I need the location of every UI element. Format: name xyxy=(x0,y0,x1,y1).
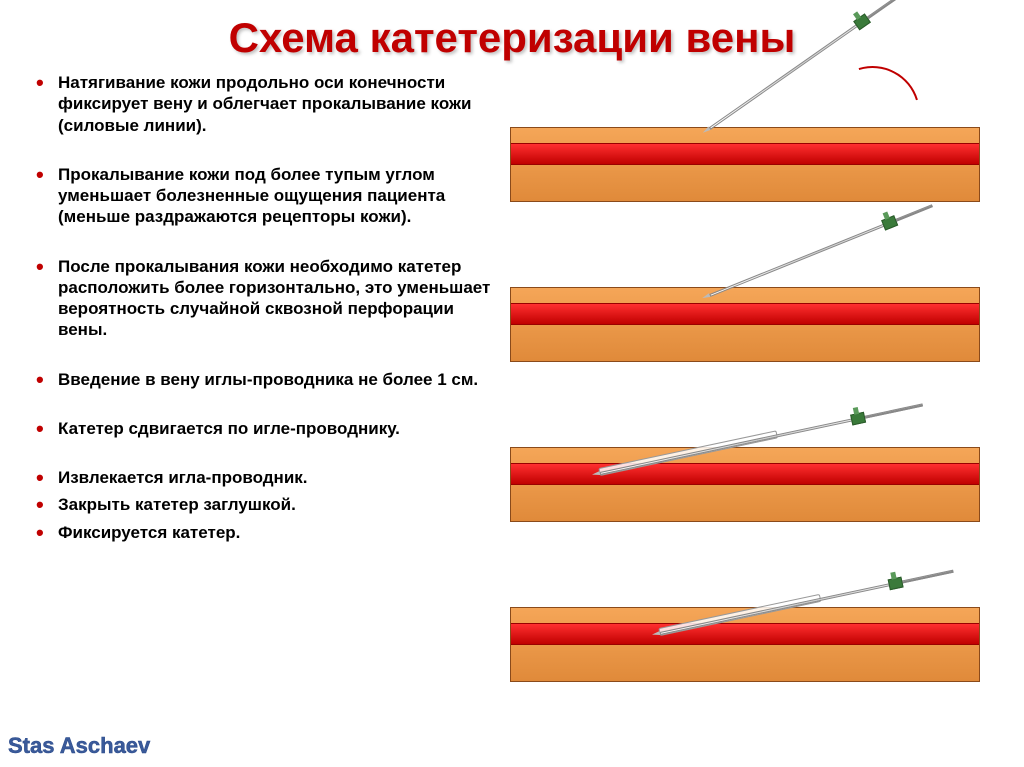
hub-port-icon xyxy=(853,407,859,415)
bullet-list: Натягивание кожи продольно оси конечност… xyxy=(30,72,500,543)
bullet-item: Фиксируется катетер. xyxy=(30,522,500,543)
skin-block xyxy=(510,607,980,682)
bullet-item: Извлекается игла-проводник. xyxy=(30,467,500,488)
diagram-panel-4 xyxy=(510,552,980,682)
needle-extension xyxy=(902,570,953,583)
content-row: Натягивание кожи продольно оси конечност… xyxy=(0,72,1024,543)
skin-block xyxy=(510,287,980,362)
vein xyxy=(511,463,979,485)
page-title: Схема катетеризации вены xyxy=(0,0,1024,72)
vein xyxy=(511,303,979,325)
bullet-item: Введение в вену иглы-проводника не более… xyxy=(30,369,500,390)
needle-extension xyxy=(896,205,933,221)
needle-extension xyxy=(865,404,923,418)
vein xyxy=(511,623,979,645)
vein xyxy=(511,143,979,165)
bullet-column: Натягивание кожи продольно оси конечност… xyxy=(30,72,510,543)
hub-port-icon xyxy=(890,572,896,580)
needle-assembly xyxy=(709,204,933,298)
diagram-panel-1 xyxy=(510,72,980,202)
bullet-item: Закрыть катетер заглушкой. xyxy=(30,494,500,515)
author-credit: Stas Aschaev xyxy=(8,733,150,759)
bullet-item: Натягивание кожи продольно оси конечност… xyxy=(30,72,500,136)
diagram-panel-3 xyxy=(510,392,980,522)
bullet-item: Катетер сдвигается по игле-проводнику. xyxy=(30,418,500,439)
bullet-item: После прокалывания кожи необходимо катет… xyxy=(30,256,500,341)
diagram-column xyxy=(510,72,994,543)
bullet-item: Прокалывание кожи под более тупым углом … xyxy=(30,164,500,228)
skin-block xyxy=(510,447,980,522)
diagram-panel-2 xyxy=(510,232,980,362)
